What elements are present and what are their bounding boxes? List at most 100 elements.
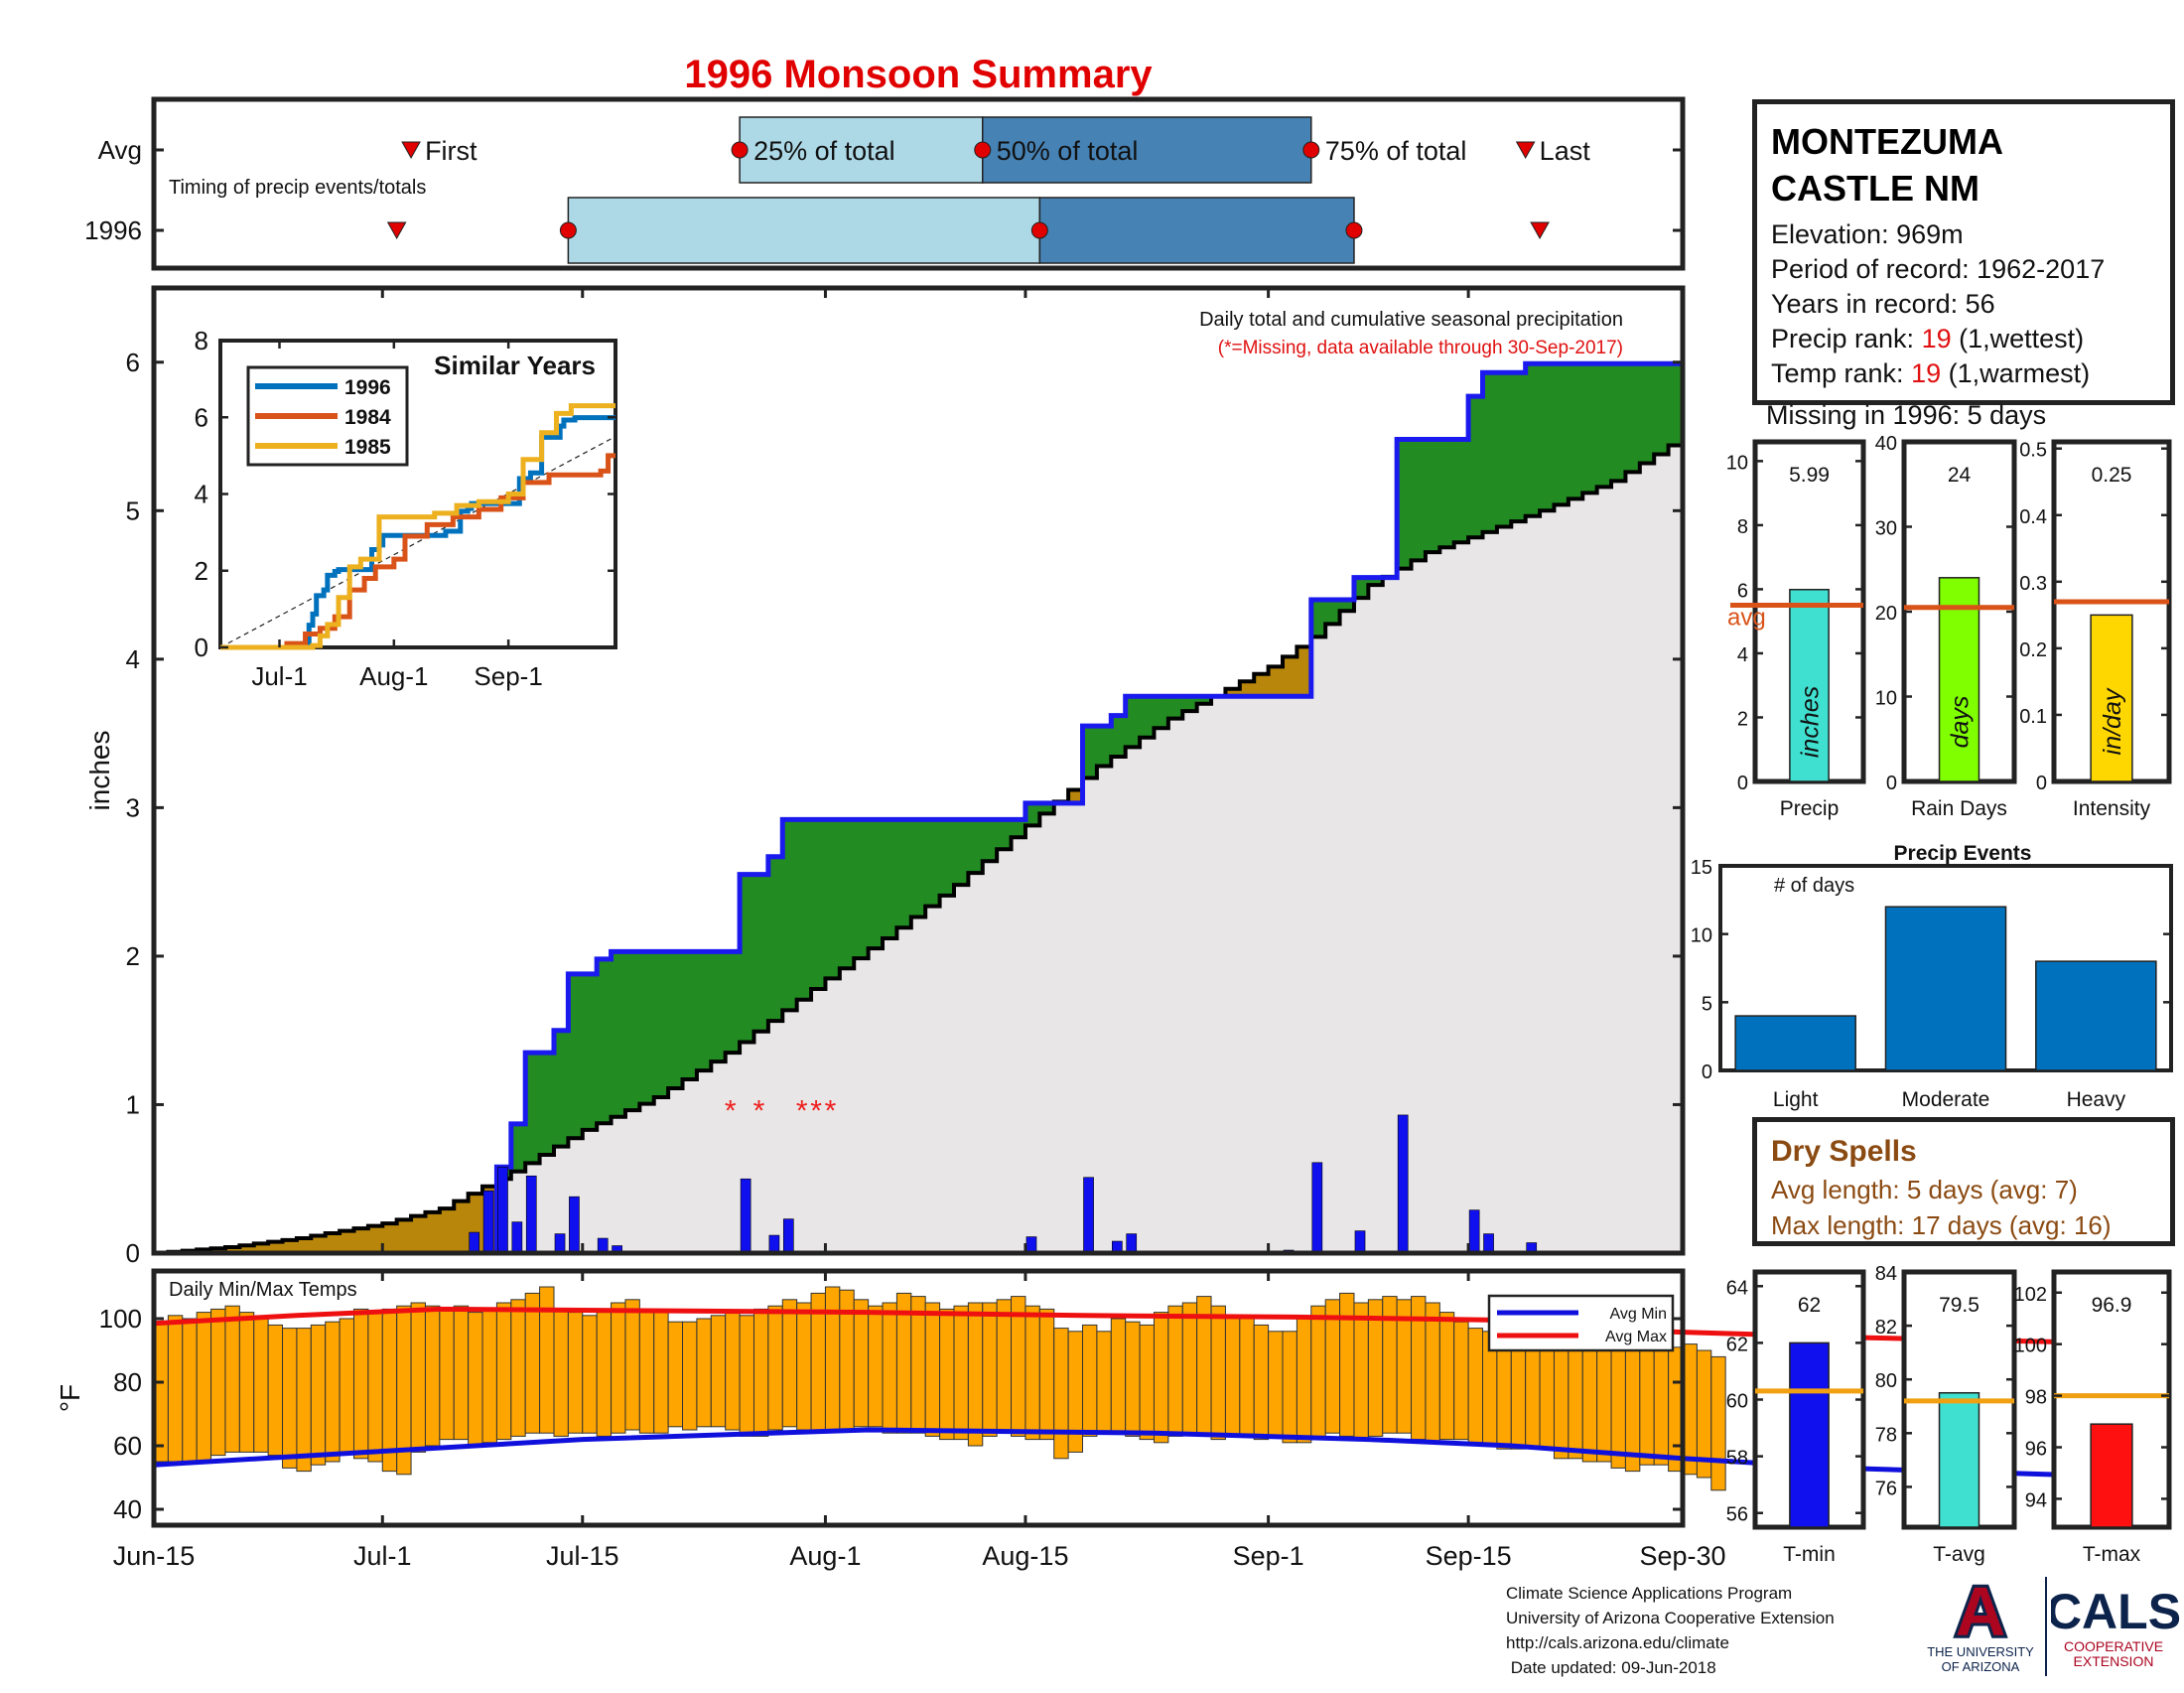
ua-logo-text2: OF ARIZONA: [1942, 1659, 2020, 1674]
daily-temp-bar: [752, 1308, 769, 1437]
footer-line1: Climate Science Applications Program: [1506, 1584, 1793, 1603]
below-average-area: [224, 1247, 240, 1253]
daily-temp-bar: [710, 1315, 727, 1428]
daily-temp-bar: [439, 1308, 455, 1441]
above-average-area: [1196, 696, 1212, 704]
above-average-area: [1639, 363, 1655, 464]
stat-2-y-tick-label: 0.3: [2019, 573, 2047, 595]
inset-x-tick-label: Jul-1: [251, 661, 307, 691]
daily-temp-bar: [596, 1312, 613, 1437]
above-average-area: [1397, 439, 1413, 569]
below-average-area: [1297, 646, 1312, 697]
missing-day-marker: *: [825, 1094, 837, 1127]
similar-years-trend: [219, 436, 616, 648]
above-average-area: [925, 819, 941, 907]
above-average-area: [597, 958, 613, 1124]
stat-0-avg-label: avg: [1727, 605, 1766, 632]
inset-y-tick-label: 0: [195, 633, 208, 662]
inset-y-tick-label: 8: [195, 326, 208, 355]
station-temp-rank: Temp rank: 19 (1,warmest): [1771, 356, 2170, 391]
timing-row-year: 1996: [84, 215, 142, 245]
legend-avg-min-label: Avg Min: [1609, 1306, 1667, 1323]
above-average-area: [510, 1123, 526, 1172]
x-axis-date-label: Jul-15: [546, 1541, 619, 1571]
precip-event-bar-moderate: [1884, 906, 2007, 1071]
cals-logo: CALS COOPERATIVE EXTENSION: [2051, 1584, 2180, 1669]
daily-temp-bar: [310, 1324, 327, 1466]
avg-q1-box: [739, 116, 984, 184]
university-of-arizona-logo: A A THE UNIVERSITY OF ARIZONA: [1927, 1574, 2034, 1674]
above-average-area: [1024, 802, 1040, 826]
daily-temp-bar: [1453, 1321, 1469, 1441]
daily-temp-bar: [739, 1315, 754, 1437]
daily-temp-bar: [510, 1299, 526, 1437]
x-axis-date-label: Aug-15: [982, 1541, 1068, 1571]
daily-temp-bar: [424, 1305, 441, 1447]
daily-precip-bar: [469, 1231, 480, 1254]
daily-temp-bar: [1082, 1324, 1098, 1437]
above-average-area: [653, 951, 669, 1097]
daily-temp-bar: [924, 1302, 941, 1437]
avg-p50-marker: [974, 141, 992, 159]
station-elevation: Elevation: 969m: [1771, 219, 1964, 249]
above-average-area: [825, 819, 841, 979]
daily-temp-bar: [453, 1305, 470, 1441]
x-axis-date-label: Sep-30: [1639, 1541, 1725, 1571]
temps-title: Daily Min/Max Temps: [169, 1279, 357, 1301]
temp-stat-2-y-tick-label: 94: [2025, 1489, 2047, 1511]
temp-y-tick-label: 60: [113, 1431, 142, 1461]
daily-temp-bar: [352, 1308, 369, 1460]
year-p75-marker: [1345, 221, 1363, 239]
stat-2-value-label: 0.25: [2092, 464, 2132, 487]
stat-2-category-label: Intensity: [2073, 797, 2151, 820]
daily-temp-bar: [238, 1312, 255, 1453]
daily-temp-bar: [939, 1308, 955, 1441]
daily-precip-bar: [511, 1221, 523, 1254]
stat-0-bar: [1789, 588, 1830, 782]
above-average-area: [1611, 363, 1627, 482]
precip-rank-value: 19: [1921, 324, 1952, 353]
temp-y-axis-label: °F: [55, 1384, 85, 1412]
daily-temp-bar: [210, 1308, 226, 1457]
year-p50-marker: [1030, 221, 1048, 239]
missing-day-marker: *: [796, 1094, 808, 1127]
daily-temp-bar: [224, 1305, 240, 1453]
daily-temp-bar: [582, 1315, 598, 1434]
temp-y-tick-label: 40: [113, 1494, 142, 1524]
above-average-area: [1339, 600, 1355, 612]
daily-temp-bar: [1624, 1334, 1641, 1473]
above-average-area: [753, 874, 769, 1032]
daily-temp-bar: [1353, 1302, 1369, 1441]
daily-temp-bar: [253, 1318, 269, 1453]
footer-line3[interactable]: http://cals.arizona.edu/climate: [1506, 1633, 1729, 1652]
station-info-box: MONTEZUMA CASTLE NM Elevation: 969m Peri…: [1752, 99, 2175, 405]
below-average-area: [239, 1245, 255, 1253]
temp-stat-1-value-label: 79.5: [1939, 1294, 1979, 1317]
daily-temp-bar: [1467, 1328, 1484, 1444]
daily-temp-bar: [967, 1302, 984, 1447]
stat-1-y-tick-label: 30: [1875, 518, 1897, 540]
below-average-area: [367, 1225, 383, 1253]
above-average-area: [725, 951, 741, 1054]
daily-temp-bar: [1653, 1343, 1670, 1466]
main-y-tick-label: 1: [126, 1089, 140, 1119]
daily-temp-bar: [996, 1299, 1013, 1434]
daily-temp-bar: [410, 1302, 426, 1453]
logo-divider: [2045, 1577, 2047, 1676]
daily-temp-bar: [1224, 1315, 1241, 1437]
events-y-tick-label: 5: [1702, 993, 1712, 1015]
temp-y-tick-label: 100: [99, 1304, 142, 1334]
above-average-area: [1353, 577, 1369, 599]
similar-years-title: Similar Years: [434, 351, 596, 380]
precip-events-title: Precip Events: [1894, 842, 2032, 865]
above-average-area: [982, 819, 998, 862]
above-average-area: [539, 1053, 555, 1156]
above-average-area: [1468, 396, 1484, 538]
above-average-area: [624, 951, 640, 1111]
below-average-area: [425, 1211, 441, 1253]
temp-stat-0-y-tick-label: 58: [1726, 1448, 1748, 1470]
stat-0-category-label: Precip: [1780, 797, 1840, 820]
stat-2-y-tick-label: 0.4: [2019, 506, 2047, 528]
